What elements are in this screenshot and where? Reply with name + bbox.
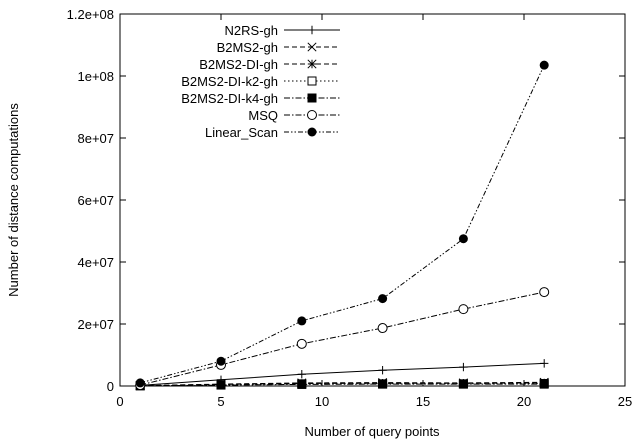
y-tick-label: 0 xyxy=(107,379,114,394)
series-msq xyxy=(135,287,550,391)
data-point xyxy=(458,304,469,315)
series-line xyxy=(140,362,545,386)
x-tick-label: 15 xyxy=(416,394,430,409)
x-tick-label: 0 xyxy=(116,394,123,409)
y-tick-label: 6e+07 xyxy=(77,193,114,208)
data-point xyxy=(297,316,307,326)
data-point xyxy=(296,338,307,349)
legend-item: B2MS2-DI-gh xyxy=(199,57,340,72)
legend-label: N2RS-gh xyxy=(225,23,278,38)
y-axis-label: Number of distance computations xyxy=(6,103,21,297)
legend-marker xyxy=(307,110,317,120)
series-layer xyxy=(135,60,550,391)
legend-marker xyxy=(307,76,317,86)
data-point xyxy=(216,356,226,366)
y-tick-label: 1.2e+08 xyxy=(67,7,114,22)
data-point xyxy=(297,370,306,379)
data-point xyxy=(458,234,468,244)
series-line xyxy=(140,383,545,387)
x-tick-label: 10 xyxy=(315,394,329,409)
legend-label: MSQ xyxy=(248,108,278,123)
data-point xyxy=(377,323,388,334)
data-point xyxy=(459,362,468,372)
data-point xyxy=(378,365,387,375)
data-point xyxy=(297,379,307,389)
data-point xyxy=(216,380,226,390)
data-point xyxy=(540,359,549,368)
x-tick-label: 5 xyxy=(217,394,224,409)
legend-label: B2MS2-DI-gh xyxy=(199,57,278,72)
series-line xyxy=(140,291,545,386)
y-tick-label: 4e+07 xyxy=(77,255,114,270)
legend-item: N2RS-gh xyxy=(225,23,340,38)
legend-marker xyxy=(307,93,317,103)
y-tick-label: 1e+08 xyxy=(77,69,114,84)
data-point xyxy=(539,379,549,389)
legend: N2RS-gh B2MS2-gh B2MS2-DI-gh B2MS2-DI-k2-gh… xyxy=(181,23,340,140)
data-point xyxy=(458,379,468,389)
data-point xyxy=(378,294,388,304)
legend-marker xyxy=(307,59,317,69)
y-tick-label: 8e+07 xyxy=(77,131,114,146)
legend-marker xyxy=(307,25,317,35)
series-linear-scan xyxy=(135,60,549,388)
y-tick-label: 2e+07 xyxy=(77,317,114,332)
legend-label: B2MS2-DI-k2-gh xyxy=(181,74,278,89)
legend-item: B2MS2-gh xyxy=(217,40,340,55)
legend-item: Linear_Scan xyxy=(205,125,340,140)
axes: 0 5 10 15 20 25 0 2e+07 4e+07 6e+07 8e+07 1e+08 1.2e… xyxy=(67,7,633,409)
legend-item: B2MS2-DI-k2-gh xyxy=(181,74,340,89)
legend-item: B2MS2-DI-k4-gh xyxy=(181,91,340,106)
data-point xyxy=(539,287,550,298)
series-line xyxy=(140,382,545,387)
data-point xyxy=(378,379,388,389)
legend-marker xyxy=(307,42,317,52)
legend-marker xyxy=(307,127,317,137)
x-tick-label: 25 xyxy=(618,394,632,409)
legend-item: MSQ xyxy=(248,108,340,123)
legend-label: B2MS2-DI-k4-gh xyxy=(181,91,278,106)
legend-label: B2MS2-gh xyxy=(217,40,278,55)
data-point xyxy=(539,60,549,70)
series-line xyxy=(140,64,545,384)
x-axis-label: Number of query points xyxy=(304,424,440,439)
x-tick-label: 20 xyxy=(517,394,531,409)
data-point xyxy=(135,378,145,388)
legend-label: Linear_Scan xyxy=(205,125,278,140)
